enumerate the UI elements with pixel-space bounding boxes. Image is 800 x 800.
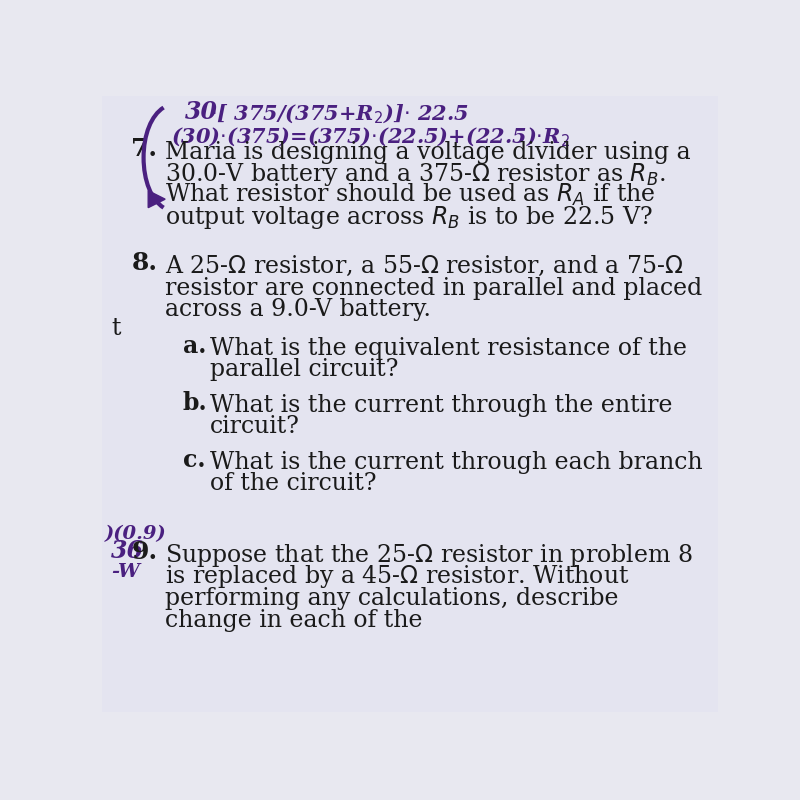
Text: What resistor should be used as $R_A$ if the: What resistor should be used as $R_A$ if… <box>165 182 656 209</box>
Text: circuit?: circuit? <box>210 415 300 438</box>
Text: b.: b. <box>183 391 207 415</box>
Text: 30.0-V battery and a 375-$\Omega$ resistor as $R_B$.: 30.0-V battery and a 375-$\Omega$ resist… <box>165 161 666 188</box>
Text: Maria is designing a voltage divider using a: Maria is designing a voltage divider usi… <box>165 141 690 164</box>
Text: What is the current through the entire: What is the current through the entire <box>210 394 672 417</box>
Text: 8.: 8. <box>131 251 158 275</box>
Text: A 25-$\Omega$ resistor, a 55-$\Omega$ resistor, and a 75-$\Omega$: A 25-$\Omega$ resistor, a 55-$\Omega$ re… <box>165 254 683 278</box>
Text: is replaced by a 45-$\Omega$ resistor. Without: is replaced by a 45-$\Omega$ resistor. W… <box>165 563 630 590</box>
Text: a.: a. <box>183 334 206 358</box>
Text: resistor are connected in parallel and placed: resistor are connected in parallel and p… <box>165 277 702 300</box>
Text: c.: c. <box>183 448 206 472</box>
Polygon shape <box>148 190 165 208</box>
Text: output voltage across $R_B$ is to be 22.5 V?: output voltage across $R_B$ is to be 22.… <box>165 204 653 231</box>
Text: -W: -W <box>111 563 140 582</box>
Text: )(0.9): )(0.9) <box>104 525 166 542</box>
Text: change in each of the: change in each of the <box>165 609 422 631</box>
Text: parallel circuit?: parallel circuit? <box>210 358 398 382</box>
Text: t: t <box>111 317 121 340</box>
Text: (30)$\cdot$(375)=(375)$\cdot$(22.5)+(22.5)$\cdot$R$_2$: (30)$\cdot$(375)=(375)$\cdot$(22.5)+(22.… <box>171 126 570 150</box>
Text: 30: 30 <box>185 100 218 124</box>
Text: 36: 36 <box>111 539 144 563</box>
Text: What is the equivalent resistance of the: What is the equivalent resistance of the <box>210 337 686 360</box>
Text: Suppose that the 25-$\Omega$ resistor in problem 8: Suppose that the 25-$\Omega$ resistor in… <box>165 542 693 569</box>
Text: 9.: 9. <box>131 540 158 564</box>
Polygon shape <box>102 96 718 712</box>
Text: of the circuit?: of the circuit? <box>210 472 376 495</box>
Text: performing any calculations, describe: performing any calculations, describe <box>165 587 618 610</box>
Text: 7.: 7. <box>131 137 158 161</box>
Text: across a 9.0-V battery.: across a 9.0-V battery. <box>165 298 431 322</box>
Text: What is the current through each branch: What is the current through each branch <box>210 450 702 474</box>
Text: $\cdot$[ 375/(375+R$_2$)]$\cdot$ 22.5: $\cdot$[ 375/(375+R$_2$)]$\cdot$ 22.5 <box>210 103 469 126</box>
